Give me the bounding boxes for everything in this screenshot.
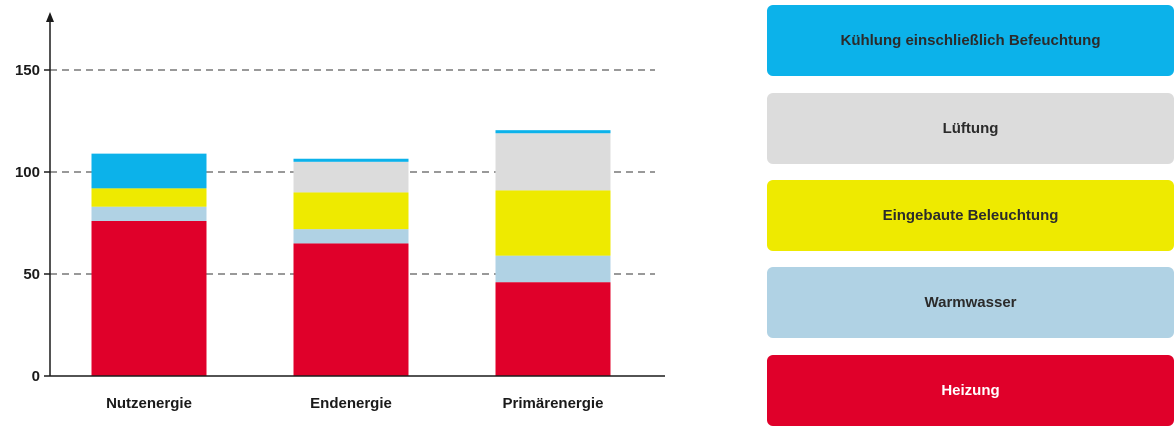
legend: Kühlung einschließlich Befeuchtung Lüftun…	[767, 0, 1174, 426]
bars	[91, 130, 611, 376]
bar-segment	[293, 158, 409, 162]
x-category-label: Nutzenergie	[106, 395, 192, 412]
bar-segment	[91, 188, 207, 207]
legend-item: Lüftung	[767, 93, 1174, 164]
bar-segment	[91, 220, 207, 376]
legend-item: Warmwasser	[767, 267, 1174, 338]
bar-segment	[495, 130, 611, 134]
y-tick-label: 100	[15, 164, 40, 181]
bar-segment	[293, 243, 409, 376]
bar-segment	[293, 161, 409, 193]
x-category-label: Endenergie	[310, 395, 392, 412]
stacked-bar-chart: 0 50 100 150 Nutzenergie Endenergie Primärener…	[15, 12, 665, 412]
bar-segment	[495, 255, 611, 283]
bar-segment	[495, 133, 611, 191]
x-category-label: Primärenergie	[503, 395, 604, 412]
legend-item: Heizung	[767, 355, 1174, 426]
bar-segment	[91, 153, 207, 189]
y-axis-arrow-icon	[46, 12, 54, 22]
y-axis	[46, 12, 665, 377]
bar-segment	[495, 282, 611, 376]
legend-item: Kühlung einschließlich Befeuchtung	[767, 5, 1174, 76]
bar-segment	[495, 190, 611, 256]
y-tick-label: 150	[15, 62, 40, 79]
axis-labels: 0 50 100 150 Nutzenergie Endenergie Primärener…	[15, 62, 603, 412]
bar-segment	[293, 229, 409, 244]
bar-segment	[91, 206, 207, 221]
y-tick-label: 50	[23, 266, 40, 283]
bar-segment	[293, 192, 409, 230]
legend-item: Eingebaute Beleuchtung	[767, 180, 1174, 251]
y-tick-label: 0	[32, 368, 40, 385]
